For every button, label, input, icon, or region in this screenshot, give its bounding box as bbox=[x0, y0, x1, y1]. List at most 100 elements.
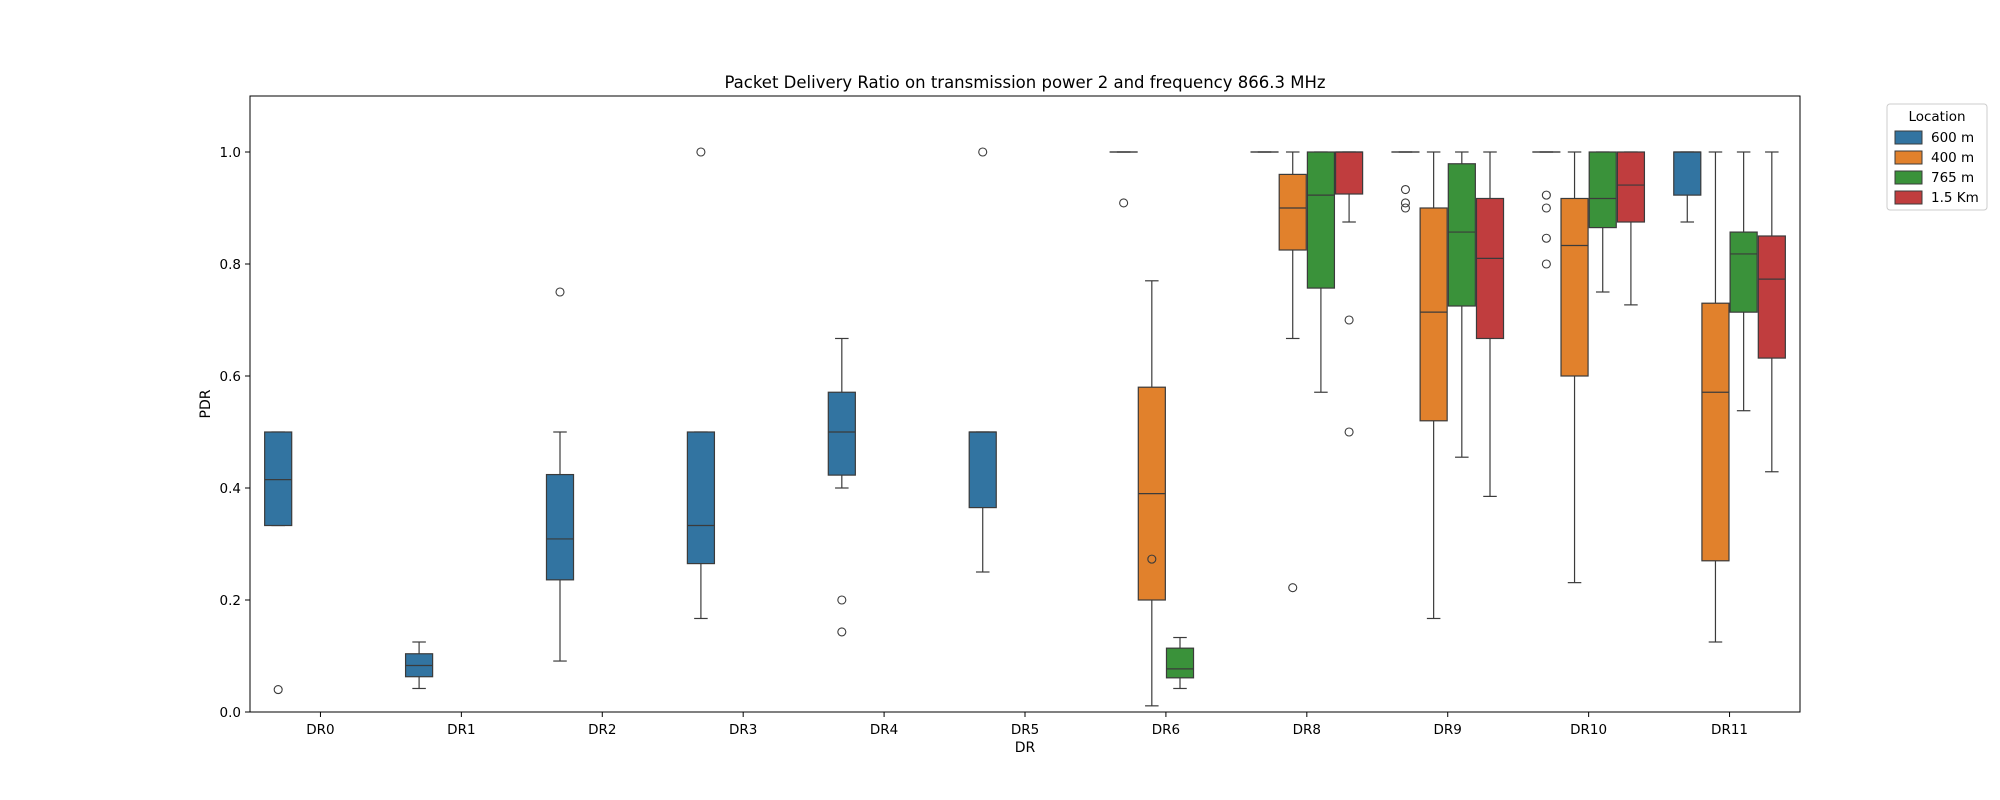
legend-swatch bbox=[1894, 150, 1923, 165]
box-DR3-600-m bbox=[686, 147, 716, 620]
x-axis: DR0 DR1 DR2 DR3 DR4 DR5 DR6 DR8 DR9 DR10 DR11 bbox=[306, 712, 1748, 738]
box-body bbox=[1560, 197, 1589, 377]
x-tick-label: DR8 bbox=[1293, 722, 1321, 738]
box-DR11-400-m bbox=[1701, 151, 1730, 643]
box-DR6-600-m bbox=[1109, 151, 1138, 208]
box-DR6-765-m bbox=[1165, 636, 1195, 690]
box-DR9-600-m bbox=[1391, 151, 1420, 213]
outlier-point bbox=[1400, 184, 1411, 195]
box-DR8-765-m bbox=[1306, 151, 1336, 393]
x-tick-label: DR6 bbox=[1152, 722, 1180, 738]
y-tick-label: 1.0 bbox=[220, 145, 241, 161]
box-body bbox=[1306, 151, 1336, 289]
box-body bbox=[1757, 235, 1786, 359]
box-body bbox=[1278, 173, 1307, 251]
x-tick-label: DR1 bbox=[447, 722, 475, 738]
box-DR10-1.5-Km bbox=[1616, 151, 1646, 306]
box-DR9-765-m bbox=[1447, 151, 1476, 458]
outlier-point bbox=[273, 685, 283, 695]
legend-title: Location bbox=[1908, 109, 1965, 125]
outlier-point bbox=[1541, 233, 1551, 243]
legend-swatch bbox=[1894, 130, 1923, 145]
box-body bbox=[686, 431, 716, 565]
outlier-point bbox=[1400, 198, 1411, 208]
legend-item: 765 m bbox=[1894, 170, 1974, 186]
outlier-point bbox=[1541, 203, 1551, 213]
legend-item: 1.5 Km bbox=[1894, 190, 1979, 206]
box-DR8-1.5-Km bbox=[1334, 151, 1364, 437]
x-tick-label: DR0 bbox=[306, 722, 334, 738]
box-body bbox=[827, 391, 856, 476]
box-body bbox=[968, 431, 997, 509]
y-tick-label: 0.2 bbox=[220, 593, 241, 609]
box-DR10-400-m bbox=[1560, 151, 1589, 584]
outlier-point bbox=[1344, 315, 1354, 325]
box-DR9-400-m bbox=[1419, 151, 1448, 620]
outlier-point bbox=[1541, 259, 1551, 269]
x-tick-label: DR10 bbox=[1570, 722, 1607, 738]
box-DR8-400-m bbox=[1278, 151, 1307, 593]
box-DR11-1.5-Km bbox=[1757, 151, 1786, 473]
box-body bbox=[1447, 163, 1476, 307]
x-tick-label: DR11 bbox=[1711, 722, 1748, 738]
box-DR0-600-m bbox=[264, 431, 293, 695]
box-body bbox=[545, 473, 575, 581]
outlier-point bbox=[555, 287, 565, 297]
x-tick-label: DR5 bbox=[1011, 722, 1039, 738]
legend-label: 1.5 Km bbox=[1931, 190, 1979, 206]
box-DR9-1.5-Km bbox=[1475, 151, 1505, 497]
legend-item: 600 m bbox=[1894, 130, 1974, 146]
box-DR11-765-m bbox=[1729, 151, 1758, 412]
outlier-point bbox=[1541, 190, 1551, 200]
legend-label: 600 m bbox=[1931, 130, 1974, 146]
y-tick-label: 0.8 bbox=[220, 257, 241, 273]
legend-swatch bbox=[1894, 190, 1923, 205]
x-tick-label: DR4 bbox=[870, 722, 898, 738]
x-tick-label: DR3 bbox=[729, 722, 757, 738]
x-tick-label: DR9 bbox=[1434, 722, 1462, 738]
outlier-point bbox=[1119, 198, 1129, 208]
outlier-point bbox=[837, 627, 847, 637]
y-axis-label: PDR bbox=[198, 389, 214, 418]
y-axis: 0.0 0.2 0.4 0.6 0.8 1.0 bbox=[220, 145, 250, 721]
box-body bbox=[1588, 151, 1617, 229]
y-tick-label: 0.0 bbox=[220, 705, 241, 721]
legend-label: 765 m bbox=[1931, 170, 1974, 186]
box-DR5-600-m bbox=[968, 147, 997, 573]
box-body bbox=[1701, 302, 1730, 562]
outlier-point bbox=[837, 595, 847, 605]
box-body bbox=[1419, 207, 1448, 422]
plot-area bbox=[264, 147, 1786, 707]
chart-title: Packet Delivery Ratio on transmission po… bbox=[724, 73, 1325, 92]
box-DR6-400-m bbox=[1137, 280, 1166, 707]
legend-item: 400 m bbox=[1894, 150, 1974, 166]
x-axis-label: DR bbox=[1015, 740, 1036, 756]
box-body bbox=[1729, 231, 1758, 313]
outlier-point bbox=[696, 147, 706, 157]
box-DR1-600-m bbox=[404, 641, 434, 690]
box-DR11-600-m bbox=[1673, 151, 1702, 223]
y-tick-label: 0.6 bbox=[220, 369, 241, 385]
box-body bbox=[1673, 151, 1702, 196]
outlier-point bbox=[1400, 203, 1411, 213]
box-DR4-600-m bbox=[827, 337, 856, 637]
legend-label: 400 m bbox=[1931, 150, 1974, 166]
outlier-point bbox=[1147, 554, 1157, 564]
box-DR10-600-m bbox=[1532, 151, 1561, 269]
box-DR2-600-m bbox=[545, 287, 575, 662]
box-body bbox=[264, 431, 293, 527]
box-body bbox=[1616, 151, 1646, 223]
legend-swatch bbox=[1894, 170, 1923, 185]
box-body bbox=[1475, 197, 1505, 340]
y-tick-label: 0.4 bbox=[220, 481, 241, 497]
outlier-point bbox=[1288, 583, 1298, 593]
outlier-point bbox=[1344, 427, 1354, 437]
box-DR10-765-m bbox=[1588, 151, 1617, 293]
legend: Location 600 m 400 m 765 m 1.5 Km bbox=[1886, 103, 1988, 211]
box-body bbox=[1334, 151, 1364, 195]
box-body bbox=[1165, 647, 1195, 679]
outlier-point bbox=[978, 147, 988, 157]
x-tick-label: DR2 bbox=[588, 722, 616, 738]
